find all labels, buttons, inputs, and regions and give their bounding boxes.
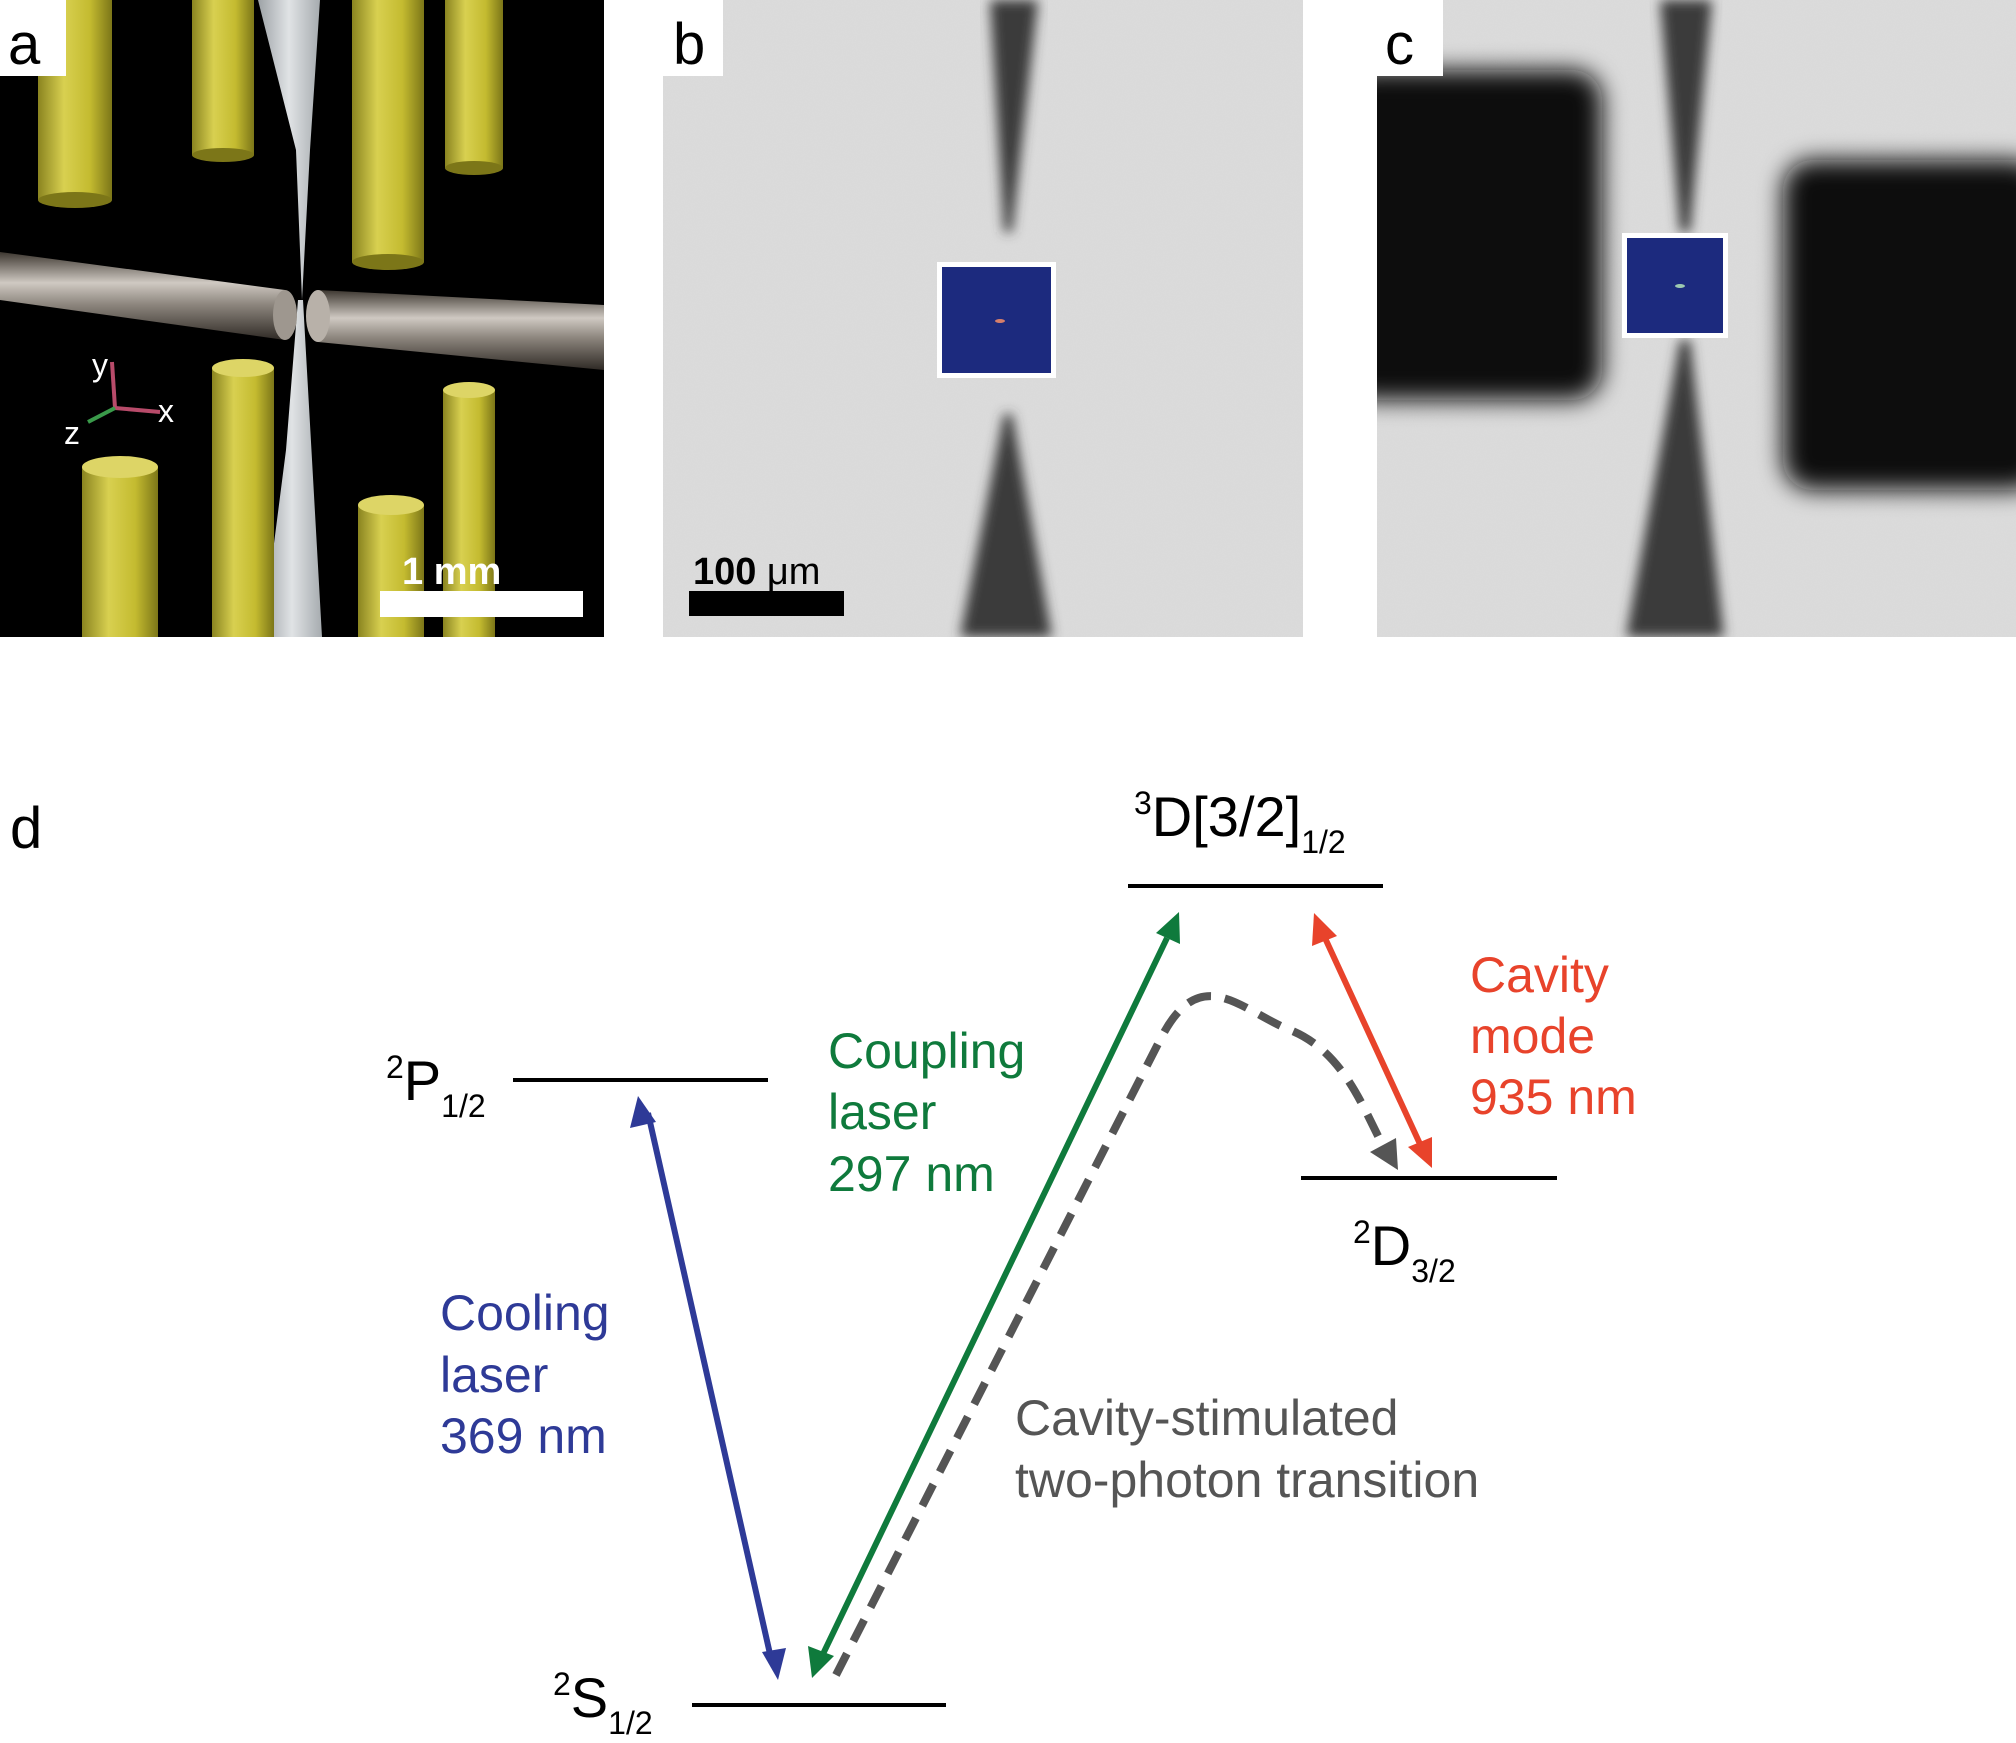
scale-bar-b-unit: μm: [767, 551, 821, 593]
coupling-laser-label: Coupling laser 297 nm: [828, 1023, 1039, 1202]
panel-d: d 2P1/2 2S1/2 3D[3/2]1/2 2D3/2: [10, 785, 1637, 1741]
level-label-2S: 2S1/2: [553, 1666, 653, 1741]
axis-x-label: x: [158, 393, 174, 429]
panel-c-letter: c: [1385, 12, 1414, 77]
cooling-laser-arrow: [630, 1096, 786, 1680]
scale-bar-a-label: 1 mm: [402, 551, 501, 593]
left-block-shadow: [1377, 70, 1602, 400]
two-photon-arrow: [832, 992, 1398, 1677]
panel-d-letter: d: [10, 796, 42, 861]
panel-b-letter: b: [673, 12, 705, 77]
scale-bar-a: [380, 591, 583, 617]
lower-electrodes: [82, 359, 495, 637]
cooling-laser-label: Cooling laser 369 nm: [440, 1285, 623, 1464]
cavity-mode-arrow: [1312, 913, 1432, 1168]
panel-a: y x z 1 mm: [0, 0, 604, 637]
scale-bar-b: [689, 591, 844, 616]
axis-z-label: z: [64, 415, 80, 451]
right-block-shadow: [1783, 160, 2016, 490]
inset-image-c: [1627, 238, 1723, 333]
panel-a-letter: a: [8, 12, 41, 77]
ion-spot-c: [1675, 284, 1685, 288]
scale-bar-b-value: 100: [693, 551, 756, 593]
level-label-3D: 3D[3/2]1/2: [1134, 785, 1346, 860]
level-label-2P: 2P1/2: [386, 1049, 486, 1124]
lower-needle-shadow: [960, 414, 1052, 637]
upper-needle-shadow: [990, 0, 1038, 232]
upper-needle: [258, 0, 320, 300]
coupling-laser-arrow: [808, 912, 1180, 1678]
scale-bar-b-label: 100 μm: [693, 551, 820, 593]
axis-y-label: y: [92, 347, 108, 383]
ion-spot-b: [995, 319, 1005, 323]
two-photon-label: Cavity-stimulated two-photon transition: [1015, 1390, 1479, 1508]
horizontal-rods: [0, 252, 604, 370]
panel-c: [1377, 0, 2016, 637]
panel-b: 100 μm: [663, 0, 1303, 637]
cavity-mode-label: Cavity mode 935 nm: [1470, 947, 1637, 1125]
level-label-2D: 2D3/2: [1353, 1214, 1456, 1289]
lower-needle: [262, 300, 322, 637]
axes-triad: y x z: [64, 347, 174, 451]
